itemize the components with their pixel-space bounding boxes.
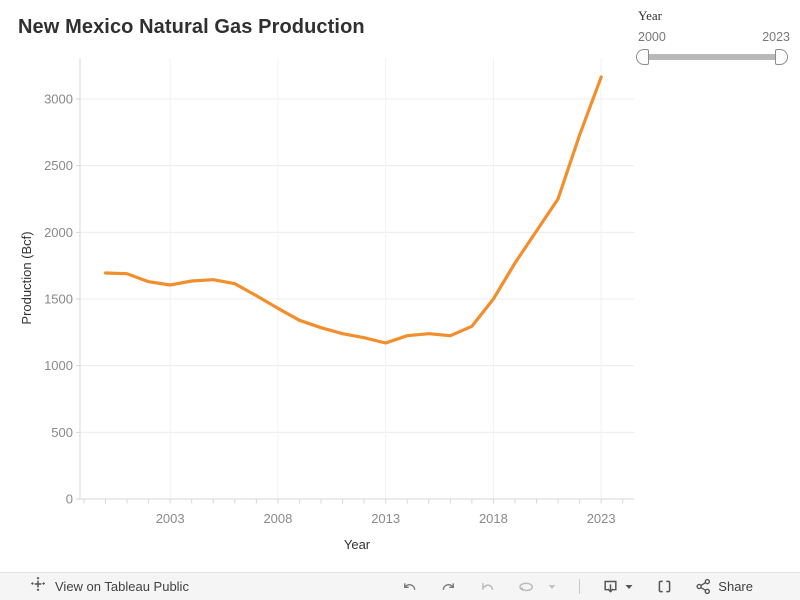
undo-button[interactable] — [401, 579, 418, 595]
svg-text:1500: 1500 — [44, 292, 73, 307]
refresh-options-caret-button[interactable] — [547, 583, 557, 591]
svg-text:1000: 1000 — [44, 358, 73, 373]
tableau-toolbar: View on Tableau Public — [0, 572, 800, 600]
svg-text:2023: 2023 — [587, 511, 616, 526]
undo-icon — [404, 582, 416, 590]
share-label: Share — [718, 579, 753, 594]
download-button[interactable] — [602, 578, 634, 595]
fullscreen-icon — [658, 580, 671, 593]
reset-button[interactable] — [479, 579, 496, 595]
filter-max-value: 2023 — [762, 30, 790, 44]
view-on-tableau-label: View on Tableau Public — [55, 579, 189, 594]
slider-handle-min[interactable] — [636, 49, 649, 65]
reset-icon — [482, 582, 494, 590]
slider-handle-max[interactable] — [775, 49, 788, 65]
share-icon — [696, 578, 711, 595]
toolbar-actions: Share — [390, 578, 800, 595]
axis-labels: 0 500 1000 1500 2000 2500 3000 2003 2008 2013 2018… — [44, 92, 616, 527]
svg-text:3000: 3000 — [44, 92, 73, 107]
download-icon — [604, 580, 617, 593]
svg-text:2500: 2500 — [44, 158, 73, 173]
svg-text:500: 500 — [51, 425, 73, 440]
svg-text:2000: 2000 — [44, 225, 73, 240]
filter-title: Year — [638, 8, 662, 23]
gridlines — [80, 58, 634, 500]
redo-button[interactable] — [440, 579, 457, 595]
y-axis-title: Production (Bcf) — [19, 231, 34, 324]
caret-down-icon — [625, 584, 633, 589]
slider-track[interactable] — [644, 54, 780, 60]
refresh-icon — [519, 582, 534, 591]
fullscreen-button[interactable] — [656, 578, 673, 595]
refresh-button[interactable] — [518, 579, 536, 595]
year-filter-panel: Year 2000 2023 — [632, 8, 794, 66]
page-title: New Mexico Natural Gas Production — [18, 16, 365, 38]
view-on-tableau-link[interactable]: View on Tableau Public — [0, 576, 189, 597]
svg-text:2003: 2003 — [156, 511, 185, 526]
toolbar-divider — [579, 579, 581, 594]
svg-text:2008: 2008 — [263, 511, 292, 526]
tableau-logo-icon — [30, 576, 46, 597]
x-axis-title: Year — [344, 537, 371, 552]
svg-text:0: 0 — [66, 492, 73, 507]
redo-icon — [442, 582, 455, 590]
svg-text:2018: 2018 — [479, 511, 508, 526]
caret-down-icon — [548, 584, 556, 589]
axis-ticks — [76, 98, 624, 504]
filter-min-value: 2000 — [638, 30, 666, 44]
year-range-slider — [632, 48, 794, 66]
svg-text:2013: 2013 — [371, 511, 400, 526]
share-button[interactable]: Share — [695, 578, 753, 595]
production-series-line — [103, 75, 603, 345]
production-line-chart: 0 500 1000 1500 2000 2500 3000 2003 2008 2013 2018… — [19, 58, 634, 552]
